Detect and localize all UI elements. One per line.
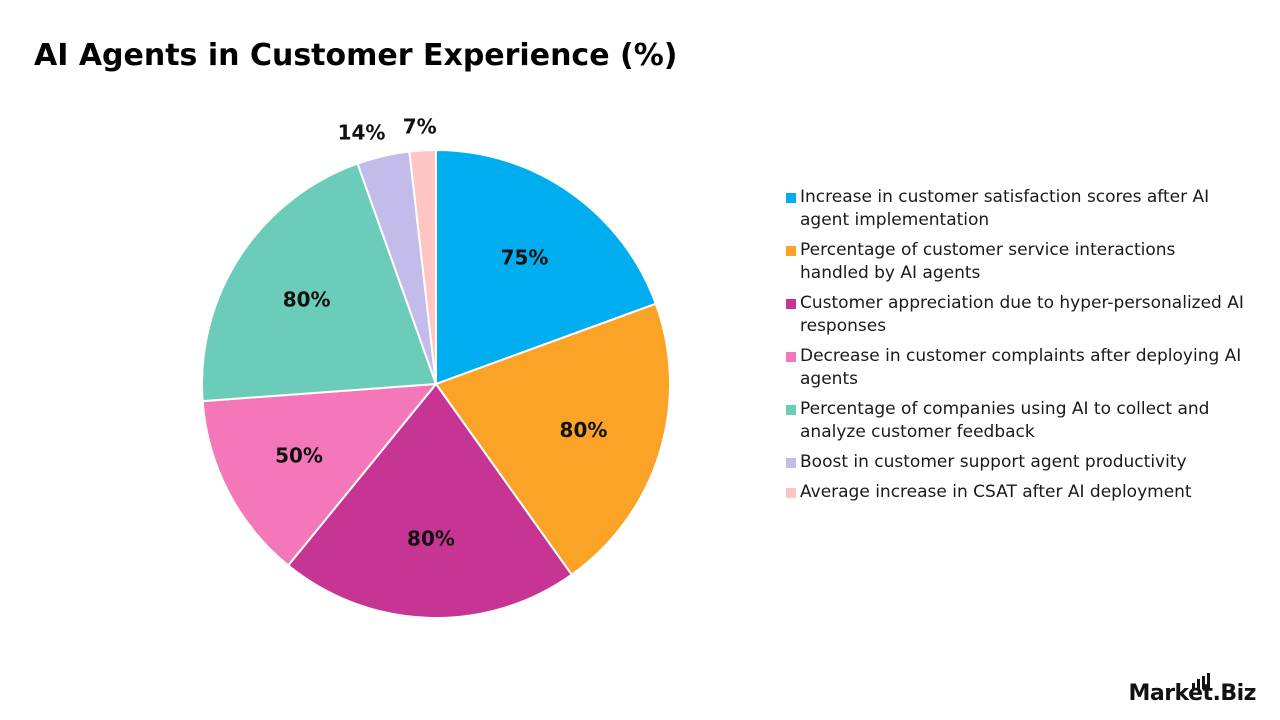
brand-logo: Market.Biz xyxy=(1128,673,1256,706)
legend-label: Percentage of companies using AI to coll… xyxy=(800,399,1210,442)
legend-label: Boost in customer support agent producti… xyxy=(800,452,1187,472)
legend-item-interactions: Percentage of customer service interacti… xyxy=(786,239,1246,285)
data-label-satisfaction: 75% xyxy=(501,245,549,269)
legend-item-productivity: Boost in customer support agent producti… xyxy=(786,451,1246,474)
legend-swatch xyxy=(786,352,796,362)
data-label-personalization: 80% xyxy=(407,526,455,550)
legend-label: Percentage of customer service interacti… xyxy=(800,240,1176,283)
data-label-csat: 7% xyxy=(403,114,437,138)
pie-slice-personalization xyxy=(286,382,574,619)
data-label-complaints: 50% xyxy=(275,443,323,467)
legend-swatch xyxy=(786,193,796,203)
legend-swatch xyxy=(786,405,796,415)
data-label-feedback: 80% xyxy=(283,288,331,312)
legend-swatch xyxy=(786,246,796,256)
legend-item-csat: Average increase in CSAT after AI deploy… xyxy=(786,481,1246,504)
brand-bars-icon xyxy=(1192,673,1211,689)
legend-item-complaints: Decrease in customer complaints after de… xyxy=(786,345,1246,391)
pie-data-labels: 75% 80% 80% 50% 80% 14% 7% xyxy=(275,114,607,550)
legend-label: Customer appreciation due to hyper-perso… xyxy=(800,293,1244,336)
data-label-interactions: 80% xyxy=(560,418,608,442)
legend: Increase in customer satisfaction scores… xyxy=(786,186,1246,511)
chart-title: AI Agents in Customer Experience (%) xyxy=(34,38,678,73)
legend-swatch xyxy=(786,299,796,309)
legend-label: Increase in customer satisfaction scores… xyxy=(800,187,1210,230)
pie-slice-interactions xyxy=(434,302,671,577)
pie-slice-feedback xyxy=(201,162,438,403)
pie-slice-csat xyxy=(408,148,437,385)
legend-label: Average increase in CSAT after AI deploy… xyxy=(800,482,1192,502)
legend-item-satisfaction: Increase in customer satisfaction scores… xyxy=(786,186,1246,232)
pie-slices xyxy=(201,148,671,619)
data-label-productivity: 14% xyxy=(338,120,386,144)
legend-item-feedback: Percentage of companies using AI to coll… xyxy=(786,398,1246,444)
legend-swatch xyxy=(786,458,796,468)
legend-label: Decrease in customer complaints after de… xyxy=(800,346,1242,389)
pie-slice-complaints xyxy=(201,382,439,567)
legend-swatch xyxy=(786,488,796,498)
legend-item-personalization: Customer appreciation due to hyper-perso… xyxy=(786,292,1246,338)
pie-slice-satisfaction xyxy=(435,148,658,386)
